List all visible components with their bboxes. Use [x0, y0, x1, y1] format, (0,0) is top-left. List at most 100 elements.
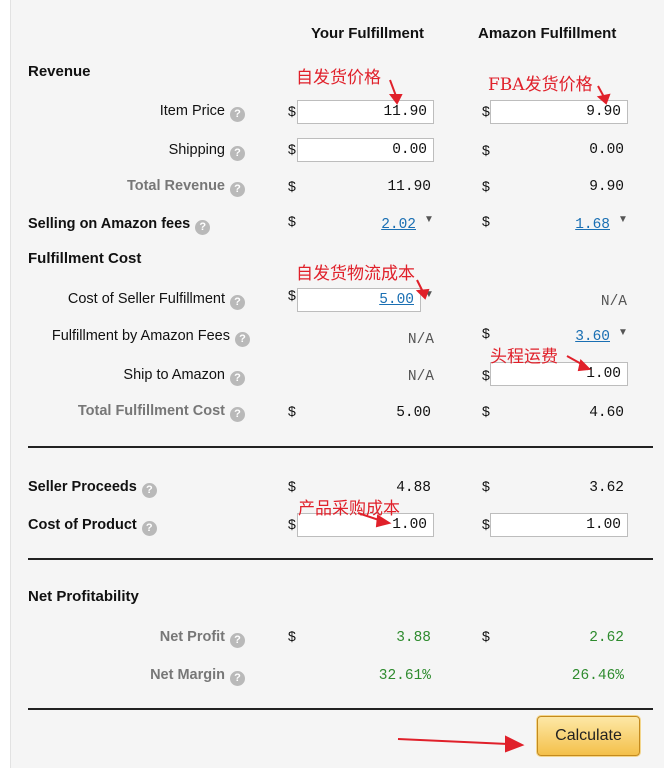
- ship-to-amazon-label: Ship to Amazon?: [123, 367, 245, 386]
- selling-fees-amazon-link[interactable]: 1.68: [575, 217, 610, 233]
- net-margin-amazon-value: 26.46%: [571, 668, 624, 684]
- help-icon[interactable]: ?: [230, 407, 245, 422]
- currency-symbol: $: [288, 213, 296, 229]
- total-fulfillment-cost-label-text: Total Fulfillment Cost: [77, 403, 225, 419]
- arrow-head: [596, 93, 611, 105]
- currency-symbol: $: [482, 628, 490, 644]
- section-fulfillment-cost: Fulfillment Cost: [28, 250, 142, 267]
- annotation-fba-ship-price: FBA发货价格: [488, 75, 593, 95]
- currency-symbol: $: [482, 516, 490, 532]
- shipping-your-input[interactable]: 0.00: [297, 138, 434, 162]
- net-profit-amazon-value: 2.62: [589, 630, 624, 646]
- currency-symbol: $: [288, 403, 296, 419]
- help-icon[interactable]: ?: [230, 295, 245, 310]
- help-icon[interactable]: ?: [230, 107, 245, 122]
- cost-seller-fulfillment-label: Cost of Seller Fulfillment?: [68, 291, 245, 310]
- net-profit-label: Net Profit?: [160, 629, 245, 648]
- chevron-down-icon[interactable]: ▼: [424, 289, 434, 300]
- arrow-head: [389, 94, 403, 105]
- currency-symbol: $: [482, 325, 490, 341]
- fba-fees-your-value: N/A: [407, 332, 434, 348]
- divider: [28, 708, 653, 710]
- selling-fees-label: Selling on Amazon fees?: [28, 216, 211, 235]
- help-icon[interactable]: ?: [235, 332, 250, 347]
- item-price-your-input[interactable]: 11.90: [297, 100, 434, 124]
- total-revenue-label-text: Total Revenue: [126, 178, 225, 194]
- chevron-down-icon[interactable]: ▼: [618, 327, 628, 338]
- cost-seller-fulfillment-label-text: Cost of Seller Fulfillment: [67, 291, 225, 307]
- help-icon[interactable]: ?: [230, 371, 245, 386]
- help-icon[interactable]: ?: [230, 146, 245, 161]
- arrow-line: [389, 79, 397, 97]
- help-icon[interactable]: ?: [141, 521, 157, 536]
- total-fulfillment-cost-amazon-value: 4.60: [589, 405, 624, 421]
- total-revenue-label: Total Revenue?: [127, 178, 245, 197]
- total-revenue-amazon-value: 9.90: [589, 179, 624, 195]
- currency-symbol: $: [288, 628, 296, 644]
- fba-fees-amazon-link[interactable]: 3.60: [575, 329, 610, 345]
- ship-to-amazon-amazon-input[interactable]: 1.00: [490, 362, 628, 386]
- currency-symbol: $: [288, 478, 296, 494]
- net-margin-label: Net Margin?: [150, 667, 245, 686]
- net-profit-your-value: 3.88: [396, 630, 431, 646]
- cost-of-product-your-input[interactable]: 1.00: [297, 513, 434, 537]
- arrow-head: [505, 735, 525, 753]
- total-fulfillment-cost-label: Total Fulfillment Cost?: [78, 403, 245, 422]
- help-icon[interactable]: ?: [230, 671, 245, 686]
- currency-symbol: $: [482, 213, 490, 229]
- section-net-profitability: Net Profitability: [28, 588, 139, 605]
- currency-symbol: $: [482, 478, 490, 494]
- fba-fees-label: Fulfillment by Amazon Fees?: [52, 328, 250, 347]
- currency-symbol: $: [288, 516, 296, 532]
- item-price-label-text: Item Price: [159, 103, 225, 119]
- fba-fees-label-text: Fulfillment by Amazon Fees: [51, 328, 230, 344]
- cost-seller-fulfillment-amazon-value: N/A: [600, 294, 627, 310]
- net-margin-label-text: Net Margin: [150, 667, 225, 683]
- selling-fees-label-text: Selling on Amazon fees: [28, 216, 191, 232]
- annotation-product-purchase-cost: 产品采购成本: [298, 499, 400, 519]
- seller-proceeds-amazon-value: 3.62: [589, 480, 624, 496]
- help-icon[interactable]: ?: [230, 633, 245, 648]
- cost-of-product-amazon-input[interactable]: 1.00: [490, 513, 628, 537]
- calculate-button[interactable]: Calculate: [537, 716, 640, 756]
- currency-symbol: $: [482, 367, 490, 383]
- help-icon[interactable]: ?: [230, 182, 245, 197]
- chevron-down-icon[interactable]: ▼: [618, 214, 628, 225]
- seller-proceeds-your-value: 4.88: [396, 480, 431, 496]
- column-header-your-fulfillment: Your Fulfillment: [311, 25, 425, 42]
- cost-seller-fulfillment-your-link[interactable]: 5.00: [379, 292, 414, 308]
- arrow-head: [375, 514, 392, 528]
- seller-proceeds-label-text: Seller Proceeds: [28, 479, 137, 495]
- total-revenue-your-value: 11.90: [387, 179, 431, 195]
- seller-proceeds-label: Seller Proceeds?: [28, 479, 157, 498]
- section-revenue: Revenue: [28, 63, 91, 80]
- chevron-down-icon[interactable]: ▼: [424, 214, 434, 225]
- annotation-first-leg-freight: 头程运费: [490, 347, 558, 367]
- help-icon[interactable]: ?: [141, 483, 157, 498]
- shipping-amazon-value: 0.00: [589, 142, 624, 158]
- ship-to-amazon-your-value: N/A: [407, 369, 434, 385]
- help-icon[interactable]: ?: [195, 220, 211, 235]
- arrow-line: [597, 85, 605, 98]
- currency-symbol: $: [288, 287, 296, 303]
- currency-symbol: $: [482, 142, 490, 158]
- currency-symbol: $: [288, 141, 296, 157]
- currency-symbol: $: [482, 103, 490, 119]
- arrow-head: [415, 288, 430, 300]
- shipping-label-text: Shipping: [168, 142, 225, 158]
- net-profit-label-text: Net Profit: [159, 629, 225, 645]
- arrow-head: [577, 359, 592, 372]
- currency-symbol: $: [288, 178, 296, 194]
- selling-fees-your-link[interactable]: 2.02: [381, 217, 416, 233]
- column-header-amazon-fulfillment: Amazon Fulfillment: [478, 25, 617, 42]
- divider: [28, 558, 653, 560]
- arrow-line: [397, 738, 509, 745]
- currency-symbol: $: [288, 103, 296, 119]
- currency-symbol: $: [482, 178, 490, 194]
- shipping-label: Shipping?: [169, 142, 245, 161]
- cost-seller-fulfillment-your-input[interactable]: 5.00: [297, 288, 421, 312]
- item-price-amazon-input[interactable]: 9.90: [490, 100, 628, 124]
- cost-of-product-label-text: Cost of Product: [28, 517, 137, 533]
- net-margin-your-value: 32.61%: [378, 668, 431, 684]
